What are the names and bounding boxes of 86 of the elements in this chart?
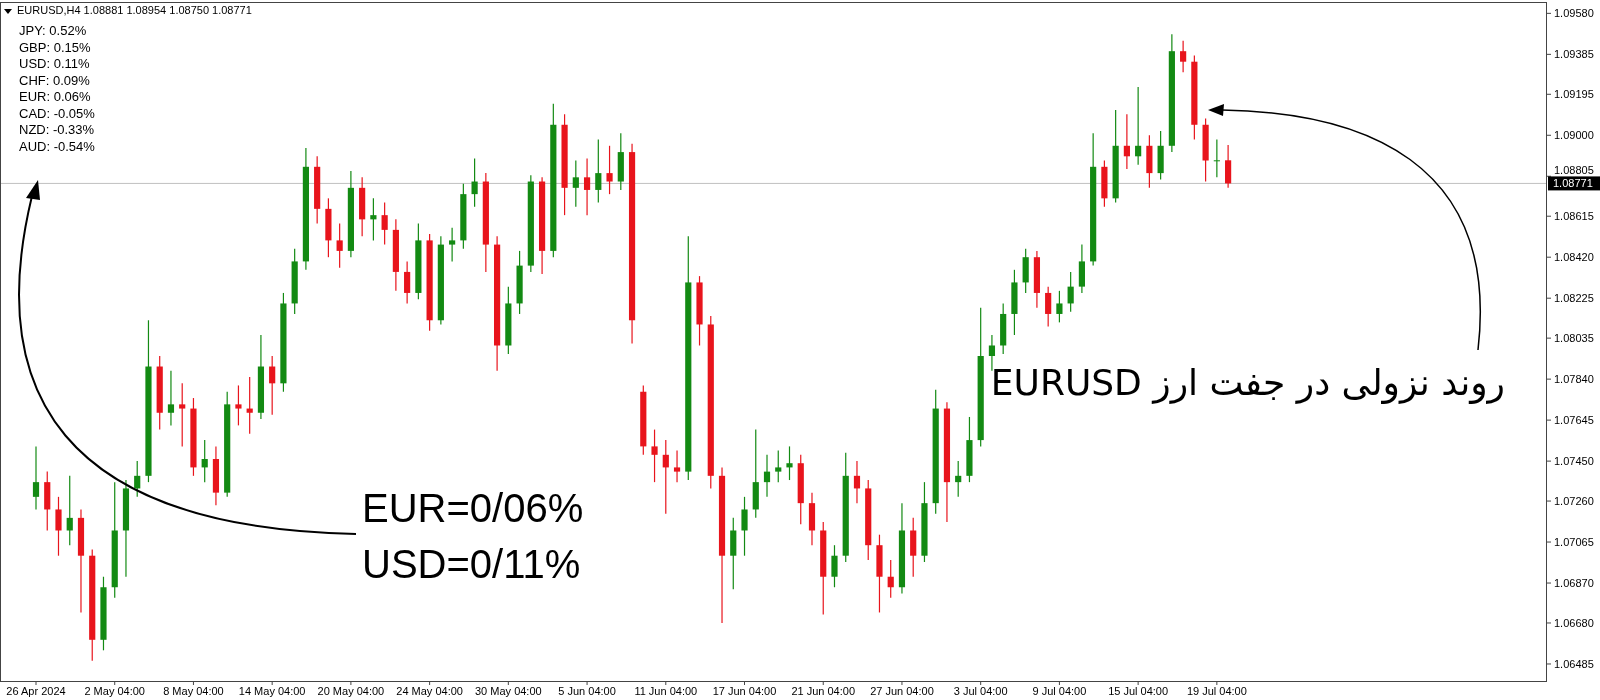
candlestick <box>1180 40 1187 73</box>
y-tick-label: 1.06485 <box>1554 657 1594 670</box>
candlestick <box>786 445 793 481</box>
y-tick-label: 1.07645 <box>1554 414 1594 427</box>
candlestick <box>775 450 782 483</box>
x-tick-label: 19 Jul 04:00 <box>1186 685 1247 697</box>
y-tick-label: 1.09580 <box>1554 7 1594 20</box>
x-tick-label: 9 Jul 04:00 <box>1032 685 1087 697</box>
x-tick-label: 17 Jun 04:00 <box>712 685 777 697</box>
candlestick <box>1225 144 1232 189</box>
y-tick-label: 1.09385 <box>1554 48 1594 61</box>
x-tick-label: 2 May 04:00 <box>84 685 145 697</box>
x-tick-label: 30 May 04:00 <box>475 685 542 697</box>
candlestick <box>269 355 276 416</box>
candlestick <box>1213 138 1220 178</box>
chart-title: EURUSD,H4 1.08881 1.08954 1.08750 1.08771 <box>17 4 252 16</box>
annotation: JPY: 0.52% <box>19 23 87 38</box>
x-tick-label: 3 Jul 04:00 <box>953 685 1008 697</box>
candlestick <box>651 428 658 483</box>
y-tick-label: 1.09195 <box>1554 88 1594 101</box>
candlestick <box>853 460 861 504</box>
x-tick-label: 15 Jul 04:00 <box>1108 685 1169 697</box>
candlestick <box>167 370 175 426</box>
candlestick <box>572 159 579 208</box>
y-tick-label: 1.08225 <box>1554 292 1594 305</box>
ref-line-label: 1.08771 <box>1553 177 1593 190</box>
candlestick <box>1123 113 1130 170</box>
candlestick <box>831 544 838 588</box>
y-tick-label: 1.08035 <box>1554 332 1594 345</box>
candlestick <box>1067 271 1074 313</box>
annotation: CAD: -0.05% <box>19 105 96 121</box>
candlestick <box>606 145 613 195</box>
candlestick <box>662 439 669 515</box>
x-tick-label: 27 Jun 04:00 <box>870 685 934 697</box>
candlestick <box>583 157 591 216</box>
annotation: USD=0/11% <box>362 542 581 586</box>
annotation: EUR: 0.06% <box>19 89 91 104</box>
annotation: CHF: 0.09% <box>19 72 91 88</box>
annotation: روند نزولی در جفت ارز EURUSD <box>990 362 1505 404</box>
candlestick <box>404 260 411 305</box>
x-tick-label: 20 May 04:00 <box>317 685 385 697</box>
candlestick <box>741 496 748 557</box>
x-tick-label: 8 May 04:00 <box>163 685 224 697</box>
candlestick <box>336 222 343 269</box>
y-tick-label: 1.06680 <box>1554 616 1594 629</box>
candlestick <box>887 559 894 599</box>
x-tick-label: 21 Jun 04:00 <box>791 685 856 697</box>
candlestick <box>673 450 681 483</box>
candlestick <box>201 439 208 483</box>
x-tick-label: 5 Jun 04:00 <box>558 685 616 697</box>
y-tick-label: 1.08420 <box>1554 251 1594 264</box>
x-tick-label: 26 Apr 2024 <box>6 685 66 697</box>
candlestick <box>66 475 73 546</box>
candlestick <box>134 460 141 498</box>
annotation: USD: 0.11% <box>19 56 91 71</box>
y-tick-label: 1.08615 <box>1554 210 1594 223</box>
y-tick-label: 1.07450 <box>1554 455 1594 468</box>
x-tick-label: 11 Jun 04:00 <box>634 685 698 697</box>
y-tick-label: 1.07840 <box>1554 373 1594 386</box>
y-tick-label: 1.07260 <box>1554 495 1594 508</box>
y-tick-label: 1.08805 <box>1554 164 1594 177</box>
candlestick <box>988 334 996 372</box>
candlestick <box>246 376 253 435</box>
annotation: EUR=0/06% <box>362 486 584 530</box>
candlestick <box>1056 290 1063 323</box>
candlestick <box>763 454 771 498</box>
annotation: GBP: 0.15% <box>19 39 91 55</box>
candlestick <box>32 445 40 511</box>
y-tick-label: 1.07065 <box>1554 536 1594 549</box>
candlestick <box>955 460 962 498</box>
candlestick <box>471 157 478 208</box>
y-tick-label: 1.09000 <box>1554 129 1594 142</box>
x-tick-label: 24 May 04:00 <box>396 685 463 697</box>
candlestick <box>370 197 377 241</box>
annotation: NZD: -0.33% <box>19 122 95 137</box>
y-tick-label: 1.06870 <box>1554 577 1594 590</box>
candlestick <box>179 382 186 447</box>
candlestick <box>235 384 242 426</box>
candlestick <box>1135 86 1142 166</box>
annotation: AUD: -0.54% <box>19 138 96 154</box>
candlestick <box>55 496 62 557</box>
candlestick <box>381 201 388 246</box>
candlestick <box>449 227 456 263</box>
candlestick <box>1045 286 1052 328</box>
candlestick <box>595 138 602 204</box>
x-tick-label: 14 May 04:00 <box>238 685 306 697</box>
